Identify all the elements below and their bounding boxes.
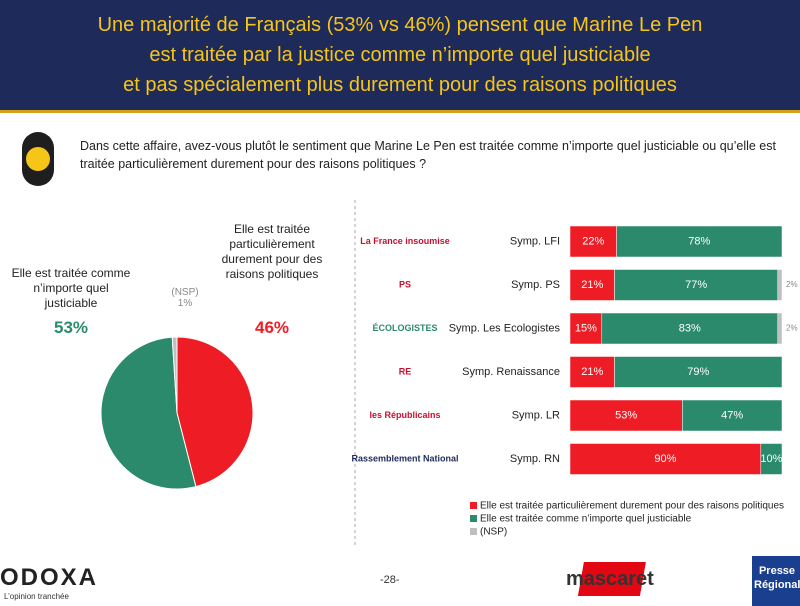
question-icon-dot <box>26 147 50 171</box>
partner: mascaret <box>566 568 654 590</box>
header-rule <box>0 110 800 113</box>
bar-value-label: 2% <box>786 324 798 333</box>
bar-value-label: 53% <box>615 409 637 421</box>
category-label: Symp. LFI <box>510 235 560 247</box>
category-label: Symp. PS <box>511 279 560 291</box>
title-line: et pas spécialement plus durement pour d… <box>123 74 677 96</box>
category-label: Symp. Les Ecologistes <box>449 322 561 334</box>
pie-value-label: 46% <box>254 318 290 337</box>
pie-label: Elle est traitée particulièrement dureme… <box>221 222 323 281</box>
category-label: Symp. RN <box>510 453 560 465</box>
legend-swatch <box>470 528 477 535</box>
question: Dans cette affaire, avez-vous plutôt le … <box>80 139 776 171</box>
header-band <box>0 0 800 110</box>
bar-value-label: 77% <box>685 279 707 291</box>
bar-segment <box>614 356 783 388</box>
pie-value-label: 1% <box>177 298 193 309</box>
pie-label: (NSP) <box>171 287 199 298</box>
category-label: Symp. Renaissance <box>462 366 560 378</box>
bar-value-label: 10% <box>760 453 782 465</box>
legend-label: Elle est traitée particulièrement dureme… <box>480 501 784 512</box>
legend-swatch <box>470 502 477 509</box>
pie-label: Elle est traitée comme n’importe quel ju… <box>11 266 131 310</box>
partner: Presse Régionale <box>754 565 800 591</box>
bar-value-label: 2% <box>786 280 798 289</box>
bar-segment <box>569 312 603 345</box>
bar-value-label: 78% <box>688 235 710 247</box>
party-logo: RE <box>399 366 412 376</box>
page-number: -28- <box>380 574 400 586</box>
bar-segment <box>616 225 783 258</box>
bar-segment <box>569 269 615 301</box>
public-senat-logo <box>577 562 646 596</box>
bar-segment <box>601 312 779 345</box>
bar-segment <box>569 399 683 432</box>
bar-value-label: 21% <box>581 366 603 378</box>
party-logo: Rassemblement National <box>351 453 458 463</box>
pie-slice <box>171 336 178 414</box>
bar-segment <box>569 443 762 475</box>
bar-segment <box>682 399 783 432</box>
party-logo: les Républicains <box>369 410 440 420</box>
bar-segment <box>760 443 783 475</box>
bar-value-label: 15% <box>575 322 597 334</box>
bar-segment <box>777 312 783 345</box>
legend-label: (NSP) <box>480 527 507 538</box>
pie-slice <box>100 336 197 490</box>
category-label: Symp. LR <box>512 409 560 421</box>
pie-value-label: 53% <box>53 318 89 337</box>
party-logo: PS <box>399 279 411 289</box>
pie-slice <box>176 336 254 488</box>
bar-segment <box>569 356 615 388</box>
bar-value-label: 47% <box>721 409 743 421</box>
title-block: Une majorité de Français (53% vs 46%) pe… <box>0 10 800 100</box>
bar-value-label: 79% <box>687 366 709 378</box>
legend-label: Elle est traitée comme n’importe quel ju… <box>480 514 692 525</box>
party-logo: La France insoumise <box>360 236 450 246</box>
legend-swatch <box>470 515 477 522</box>
bar-value-label: 90% <box>654 453 676 465</box>
party-logo: ÉCOLOGISTES <box>372 323 437 333</box>
bar-value-label: 21% <box>581 279 603 291</box>
bar-value-label: 83% <box>679 322 701 334</box>
brand: ODOXA <box>0 564 99 591</box>
title-line: est traitée par la justice comme n’impor… <box>149 44 651 66</box>
bar-segment <box>614 269 779 301</box>
tagline: L’opinion tranchée <box>4 592 69 601</box>
partner: PUBLIC SENAT <box>695 566 737 590</box>
bar-segment <box>777 269 783 301</box>
presse-logo <box>752 556 800 606</box>
bar-value-label: 22% <box>582 235 604 247</box>
title-line: Une majorité de Français (53% vs 46%) pe… <box>97 14 703 36</box>
